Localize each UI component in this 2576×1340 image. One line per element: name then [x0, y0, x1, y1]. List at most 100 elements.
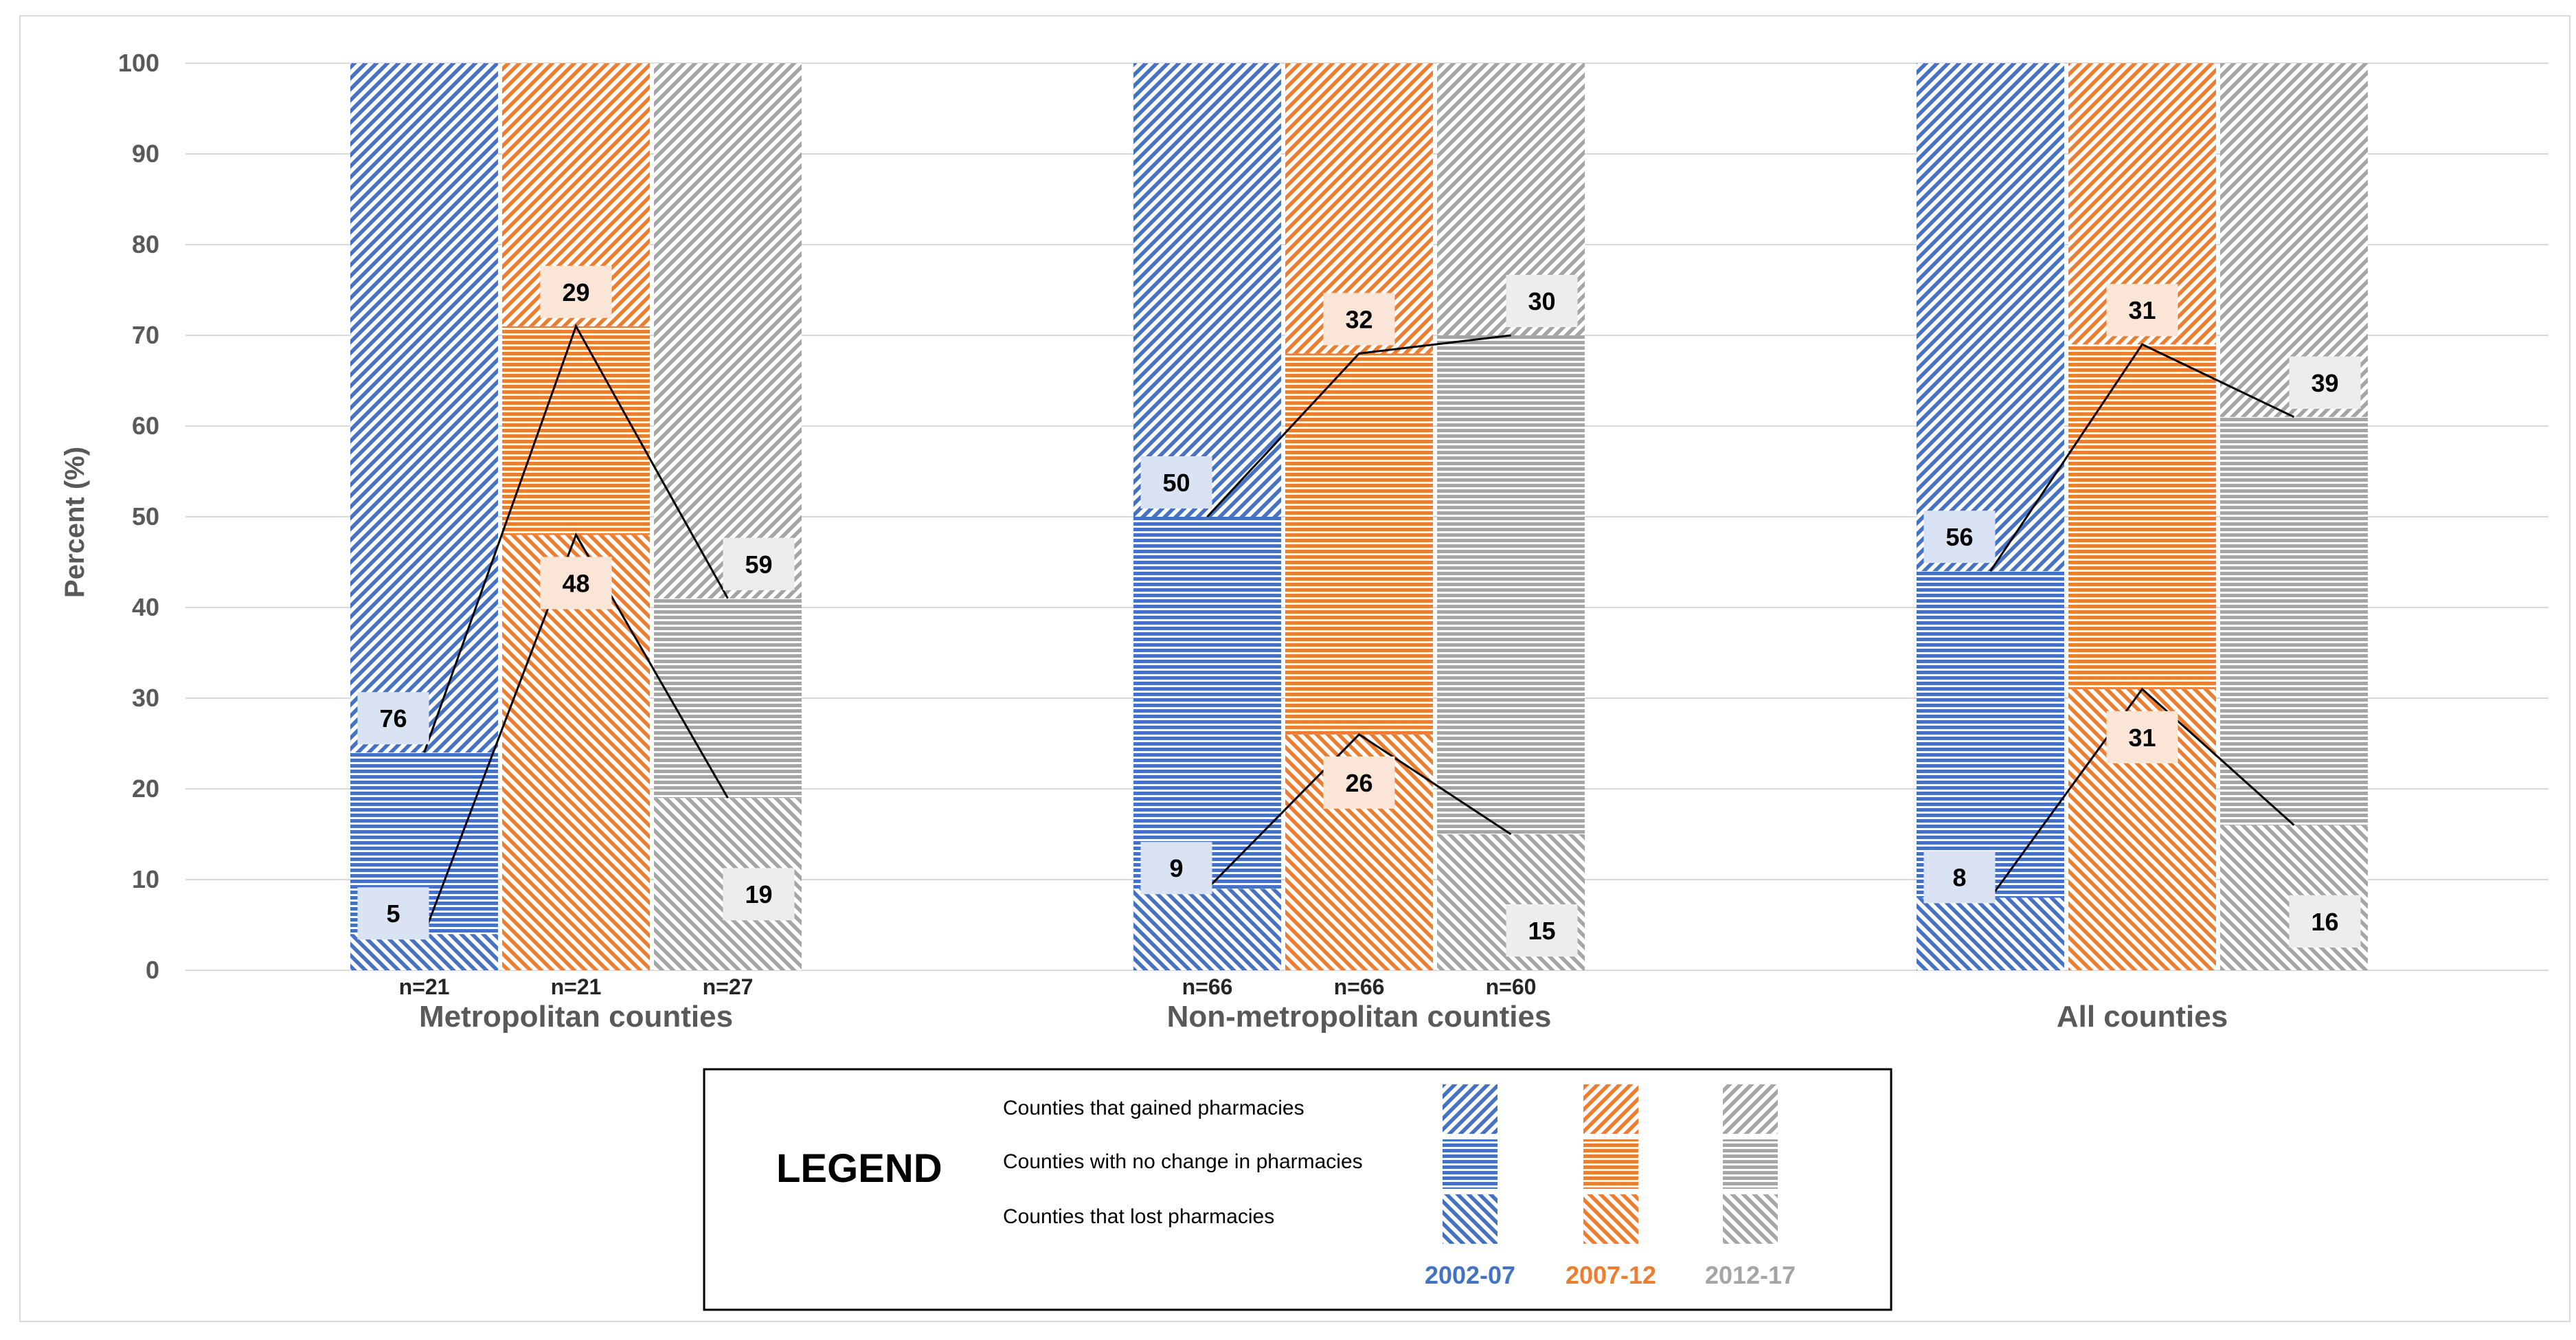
- data-label-lost: 5: [386, 900, 400, 928]
- legend-swatch: [1443, 1084, 1498, 1134]
- y-tick-label: 90: [132, 139, 159, 168]
- data-label-gained: 76: [379, 704, 407, 733]
- lost-trend-line: [423, 532, 729, 935]
- legend-swatch: [1723, 1194, 1778, 1244]
- y-tick-label: 20: [132, 774, 159, 803]
- legend-swatch: [1583, 1139, 1638, 1189]
- category-label: All counties: [2057, 1000, 2228, 1034]
- bar-segment-no_change: [654, 598, 802, 799]
- data-label-lost: 48: [562, 569, 589, 597]
- legend-swatch: [1443, 1194, 1498, 1244]
- legend-period-label: 2007-12: [1566, 1261, 1656, 1289]
- data-labels: 5 76 48 29 19 59 9 50 26 32 15 30 8 56 31 31 16 39: [357, 265, 2361, 957]
- data-label-gained-bg: [1506, 275, 1578, 327]
- n-label: n=21: [551, 974, 602, 999]
- data-label-gained-bg: [1323, 293, 1395, 346]
- data-label-lost: 31: [2128, 724, 2156, 752]
- legend-row-label: Counties that lost pharmacies: [1003, 1205, 1274, 1228]
- legend-swatch: [1723, 1084, 1778, 1134]
- data-label-lost-bg: [2289, 895, 2361, 948]
- bar-segment-lost: [350, 934, 498, 970]
- bars: [350, 63, 2368, 970]
- n-label: n=60: [1486, 974, 1537, 999]
- bar-segment-no_change: [2220, 416, 2368, 825]
- lost-trend-line: [1989, 687, 2295, 899]
- legend-period-label: 2002-07: [1425, 1261, 1515, 1289]
- data-label-lost-bg: [540, 557, 612, 610]
- bar-segment-gained: [350, 63, 498, 753]
- y-axis-title: Percent (%): [60, 447, 90, 598]
- data-label-lost-bg: [1923, 851, 1996, 904]
- y-tick-label: 40: [132, 593, 159, 621]
- n-label: n=66: [1334, 974, 1385, 999]
- n-label: n=27: [703, 974, 754, 999]
- n-label: n=66: [1182, 974, 1233, 999]
- data-label-gained-bg: [2289, 356, 2361, 409]
- data-label-lost: 19: [745, 880, 772, 908]
- data-label-gained: 59: [745, 550, 772, 579]
- data-label-gained: 30: [1528, 287, 1555, 315]
- bar-segment-no_change: [1133, 517, 1281, 889]
- y-tick-label: 60: [132, 412, 159, 440]
- y-tick-label: 100: [118, 49, 159, 77]
- data-label-lost-bg: [357, 887, 429, 940]
- data-label-lost: 8: [1952, 863, 1966, 891]
- data-label-gained-bg: [357, 692, 429, 745]
- y-tick-label: 30: [132, 684, 159, 712]
- data-label-lost-bg: [723, 868, 795, 921]
- category-label: Metropolitan counties: [419, 1000, 733, 1034]
- data-label-lost-bg: [1323, 756, 1395, 809]
- legend-period-label: 2012-17: [1705, 1261, 1796, 1289]
- data-label-lost: 26: [1345, 769, 1372, 797]
- bar-segment-no_change: [2068, 344, 2216, 689]
- bar-segment-gained: [654, 63, 802, 599]
- data-label-lost-bg: [1140, 842, 1212, 895]
- y-tick-label: 10: [132, 865, 159, 893]
- y-tick-label: 80: [132, 230, 159, 258]
- y-tick-label: 50: [132, 502, 159, 531]
- y-tick-label: 0: [146, 956, 159, 984]
- category-label: Non-metropolitan counties: [1167, 1000, 1552, 1034]
- bar-segment-no_change: [1917, 571, 2064, 898]
- legend-row-label: Counties with no change in pharmacies: [1003, 1150, 1363, 1173]
- legend: LEGEND Counties that gained pharmacies Cou…: [703, 1068, 1893, 1311]
- data-label-gained: 50: [1162, 469, 1190, 497]
- legend-swatch: [1723, 1139, 1778, 1189]
- data-label-lost: 16: [2311, 908, 2338, 936]
- data-label-lost: 9: [1169, 854, 1183, 882]
- data-label-gained-bg: [723, 537, 795, 590]
- bar-segment-gained: [1133, 63, 1281, 517]
- connector-lines: [423, 324, 2295, 935]
- gained-trend-line: [1206, 334, 1511, 518]
- data-label-lost-bg: [2106, 711, 2178, 763]
- legend-box: [703, 1068, 1893, 1311]
- gained-trend-line: [423, 324, 729, 753]
- y-axis: 0 10 20 30 40 50 60 70 80 90 100: [118, 49, 159, 984]
- bar-segment-no_change: [1285, 353, 1433, 735]
- legend-title: LEGEND: [776, 1146, 942, 1191]
- data-label-gained: 32: [1345, 305, 1372, 333]
- legend-swatch: [1583, 1194, 1638, 1244]
- data-label-gained-bg: [540, 265, 612, 318]
- data-label-lost-bg: [1506, 904, 1578, 957]
- data-label-lost: 15: [1528, 917, 1555, 945]
- data-label-gained: 29: [562, 278, 589, 306]
- data-label-gained-bg: [2106, 284, 2178, 337]
- data-label-gained-bg: [1140, 456, 1212, 509]
- data-label-gained: 31: [2128, 296, 2156, 324]
- bar-segment-lost: [1917, 897, 2064, 970]
- legend-swatch: [1443, 1139, 1498, 1189]
- gained-trend-line: [1989, 343, 2295, 572]
- data-label-gained: 39: [2311, 369, 2338, 397]
- bar-segment-no_change: [502, 326, 650, 535]
- legend-swatch: [1583, 1084, 1638, 1134]
- n-label: n=21: [399, 974, 450, 999]
- y-tick-label: 70: [132, 321, 159, 349]
- legend-row-label: Counties that gained pharmacies: [1003, 1097, 1304, 1119]
- bar-segment-gained: [1917, 63, 2064, 572]
- lost-trend-line: [1206, 733, 1512, 890]
- data-label-gained: 56: [1945, 523, 1973, 551]
- bar-segment-no_change: [1437, 335, 1585, 834]
